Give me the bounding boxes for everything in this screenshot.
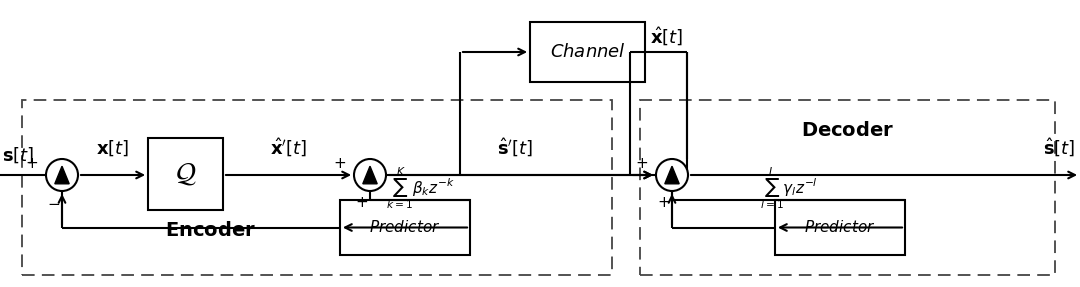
Text: $+$: $+$	[658, 195, 671, 210]
Bar	[640, 100, 1055, 275]
Bar	[148, 138, 222, 210]
Text: $\mathbf{Encoder}$: $\mathbf{Encoder}$	[165, 220, 256, 239]
Polygon shape	[665, 166, 679, 184]
Circle shape	[354, 159, 386, 191]
Text: $\hat{\mathbf{s}}'[t]$: $\hat{\mathbf{s}}'[t]$	[497, 137, 534, 159]
Text: $\hat{\mathbf{s}}[t]$: $\hat{\mathbf{s}}[t]$	[1042, 137, 1075, 159]
Text: $\mathcal{Q}$: $\mathcal{Q}$	[175, 160, 197, 187]
Text: $+$: $+$	[25, 156, 38, 170]
Text: $\mathit{Predictor}$: $\mathit{Predictor}$	[805, 220, 876, 236]
Text: $\mathbf{Decoder}$: $\mathbf{Decoder}$	[801, 121, 894, 139]
Circle shape	[656, 159, 688, 191]
Text: $\mathit{Channel}$: $\mathit{Channel}$	[550, 43, 625, 61]
Bar	[775, 200, 905, 255]
Text: $+$: $+$	[333, 156, 346, 170]
Text: $\hat{\mathbf{x}}'[t]$: $\hat{\mathbf{x}}'[t]$	[270, 137, 307, 159]
Bar	[22, 100, 612, 275]
Text: $\hat{\mathbf{x}}[t]$: $\hat{\mathbf{x}}[t]$	[650, 26, 684, 48]
Text: $\mathit{Predictor}$: $\mathit{Predictor}$	[369, 220, 441, 236]
Text: $\sum_{k=1}^{K} \beta_k z^{-k}$: $\sum_{k=1}^{K} \beta_k z^{-k}$	[386, 165, 455, 211]
Circle shape	[46, 159, 78, 191]
Text: $+$: $+$	[355, 195, 368, 210]
Bar	[340, 200, 470, 255]
Text: $\mathbf{s}[t]$: $\mathbf{s}[t]$	[2, 145, 35, 165]
Polygon shape	[55, 166, 69, 184]
Polygon shape	[363, 166, 377, 184]
Text: $\sum_{l=1}^{L} \gamma_l z^{-l}$: $\sum_{l=1}^{L} \gamma_l z^{-l}$	[759, 165, 818, 211]
Text: $-$: $-$	[48, 195, 60, 210]
Text: $\mathbf{x}[t]$: $\mathbf{x}[t]$	[96, 138, 130, 158]
Bar	[530, 22, 645, 82]
Text: $+$: $+$	[635, 156, 648, 170]
